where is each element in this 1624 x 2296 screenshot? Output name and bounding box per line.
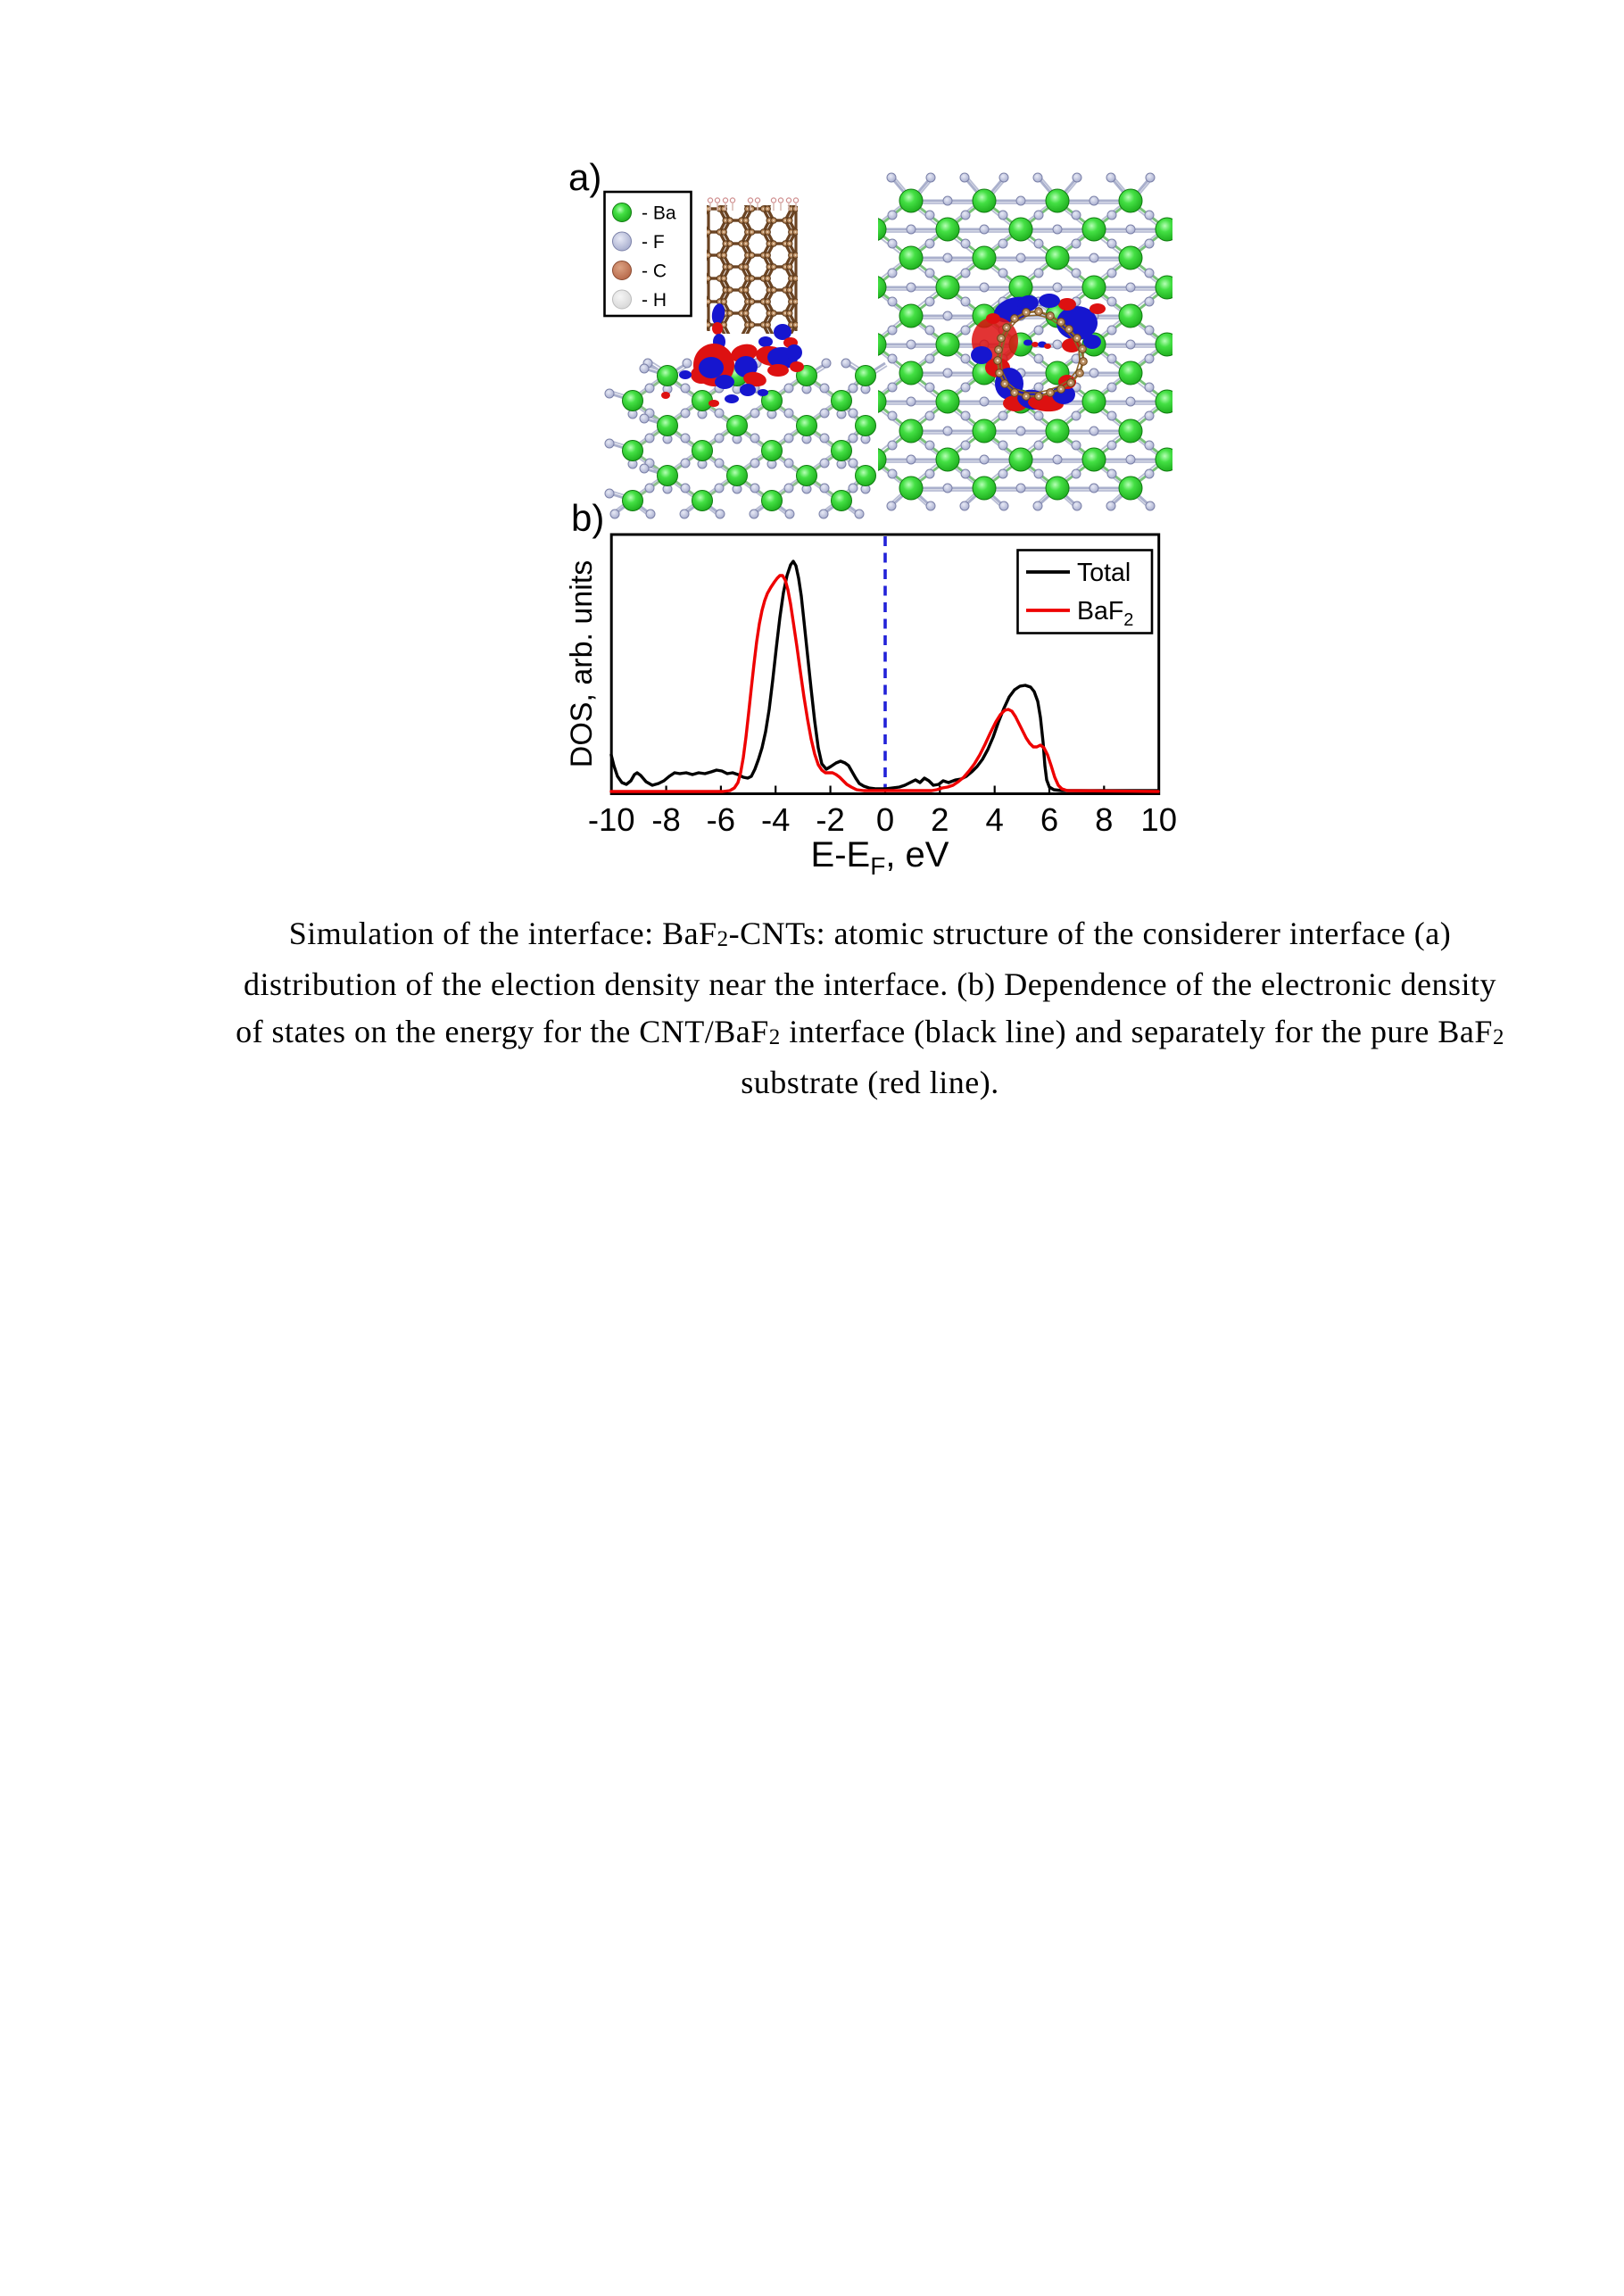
- svg-text:4: 4: [986, 801, 1004, 838]
- svg-text:8: 8: [1095, 801, 1113, 838]
- svg-text:-2: -2: [816, 801, 844, 838]
- svg-text:- Ba: - Ba: [642, 203, 676, 224]
- svg-text:10: 10: [1140, 801, 1177, 838]
- svg-text:-8: -8: [651, 801, 680, 838]
- svg-text:- C: - C: [642, 261, 667, 282]
- svg-text:-10: -10: [588, 801, 635, 838]
- svg-text:- H: - H: [642, 290, 667, 311]
- svg-text:b): b): [571, 497, 604, 539]
- svg-text:2: 2: [931, 801, 949, 838]
- svg-text:6: 6: [1040, 801, 1058, 838]
- svg-text:a): a): [568, 156, 601, 198]
- svg-text:0: 0: [876, 801, 894, 838]
- svg-text:- F: - F: [642, 232, 665, 253]
- svg-text:-4: -4: [761, 801, 790, 838]
- svg-text:Total: Total: [1077, 559, 1131, 587]
- svg-text:DOS, arb. units: DOS, arb. units: [565, 560, 599, 767]
- svg-text:-6: -6: [707, 801, 735, 838]
